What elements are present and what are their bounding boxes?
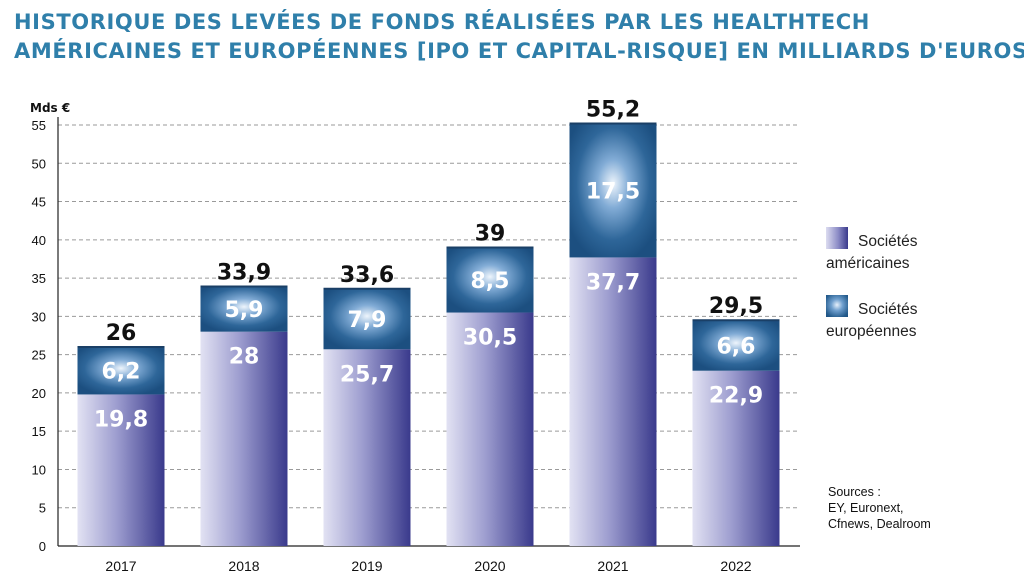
x-tick-label-2017: 2017 bbox=[105, 558, 136, 574]
bar-us-2019 bbox=[323, 349, 411, 546]
chart-title: HISTORIQUE DES LEVÉES DE FONDS RÉALISÉES… bbox=[14, 8, 1024, 66]
legend-swatch-eu bbox=[826, 295, 848, 317]
chart-legend: Sociétés américaines Sociétés européenne… bbox=[826, 227, 1016, 363]
x-tick-label-2022: 2022 bbox=[720, 558, 751, 574]
y-tick-label: 15 bbox=[32, 424, 46, 439]
value-label-eu-2019: 7,9 bbox=[348, 308, 387, 333]
y-axis-label: Mds € bbox=[30, 101, 70, 115]
chart-title-line-2: AMÉRICAINES ET EUROPÉENNES [IPO ET CAPIT… bbox=[14, 39, 1024, 63]
bar-eu-2022 bbox=[692, 320, 780, 371]
bar-eu-2020 bbox=[446, 247, 534, 313]
total-label-2020: 39 bbox=[475, 221, 506, 246]
bar-us-2020 bbox=[446, 312, 534, 546]
value-label-us-2021: 37,7 bbox=[586, 270, 640, 295]
legend-label-us-2: américaines bbox=[826, 255, 910, 272]
y-tick-label: 25 bbox=[32, 348, 46, 363]
bar-us-2022 bbox=[692, 370, 780, 546]
bar-eu-2019 bbox=[323, 288, 411, 350]
x-tick-label-2021: 2021 bbox=[597, 558, 628, 574]
y-tick-label: 55 bbox=[32, 118, 46, 133]
y-tick-label: 50 bbox=[32, 156, 46, 171]
x-tick-label-2020: 2020 bbox=[474, 558, 505, 574]
total-label-2022: 29,5 bbox=[709, 294, 763, 319]
total-label-2018: 33,9 bbox=[217, 261, 271, 286]
bar-eu-2021 bbox=[569, 123, 657, 258]
y-tick-label: 5 bbox=[39, 501, 46, 516]
value-label-us-2020: 30,5 bbox=[463, 326, 517, 351]
total-label-2017: 26 bbox=[106, 321, 137, 346]
value-label-us-2019: 25,7 bbox=[340, 362, 394, 387]
x-tick-label-2018: 2018 bbox=[228, 558, 259, 574]
legend-label-us-1: Sociétés bbox=[858, 233, 918, 250]
legend-label-eu-1: Sociétés bbox=[858, 301, 918, 318]
sources-line-2: EY, Euronext, bbox=[828, 501, 904, 515]
y-tick-label: 10 bbox=[32, 462, 46, 477]
value-label-us-2022: 22,9 bbox=[709, 384, 763, 409]
bar-eu-2018 bbox=[200, 286, 288, 332]
value-label-eu-2020: 8,5 bbox=[471, 269, 510, 294]
value-label-eu-2021: 17,5 bbox=[586, 179, 640, 204]
y-tick-label: 35 bbox=[32, 271, 46, 286]
chart-title-line-1: HISTORIQUE DES LEVÉES DE FONDS RÉALISÉES… bbox=[14, 10, 870, 34]
y-tick-label: 45 bbox=[32, 195, 46, 210]
value-label-eu-2022: 6,6 bbox=[717, 334, 756, 359]
y-tick-label: 20 bbox=[32, 386, 46, 401]
value-label-eu-2018: 5,9 bbox=[225, 298, 264, 323]
bar-eu-2017 bbox=[77, 346, 165, 395]
legend-item-eu: Sociétés européennes bbox=[826, 295, 1016, 363]
total-label-2021: 55,2 bbox=[586, 97, 640, 122]
value-label-us-2017: 19,8 bbox=[94, 407, 148, 432]
legend-label-eu-2: européennes bbox=[826, 323, 917, 340]
y-tick-label: 40 bbox=[32, 233, 46, 248]
sources-note: Sources : EY, Euronext, Cfnews, Dealroom bbox=[828, 484, 931, 532]
bar-us-2018 bbox=[200, 331, 288, 546]
sources-line-3: Cfnews, Dealroom bbox=[828, 517, 931, 531]
y-tick-label: 30 bbox=[32, 309, 46, 324]
value-label-eu-2017: 6,2 bbox=[102, 360, 141, 385]
y-tick-label: 0 bbox=[39, 539, 46, 554]
value-label-us-2018: 28 bbox=[229, 345, 260, 370]
x-tick-label-2019: 2019 bbox=[351, 558, 382, 574]
bar-us-2017 bbox=[77, 394, 165, 546]
legend-item-us: Sociétés américaines bbox=[826, 227, 1016, 295]
bar-us-2021 bbox=[569, 257, 657, 546]
legend-swatch-us bbox=[826, 227, 848, 249]
total-label-2019: 33,6 bbox=[340, 263, 394, 288]
sources-line-1: Sources : bbox=[828, 485, 881, 499]
